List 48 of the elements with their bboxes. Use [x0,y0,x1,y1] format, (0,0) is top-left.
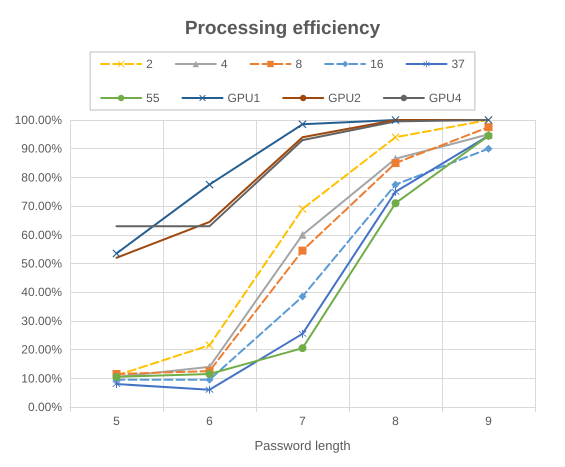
y-tick-label: 0.00% [28,400,62,414]
legend-label: 37 [452,57,466,71]
point [298,230,306,239]
y-tick-label: 70.00% [21,199,62,214]
x-axis-title: Password length [254,438,351,453]
point [206,386,214,394]
point [392,133,400,142]
point [206,341,214,350]
legend-label: 16 [370,57,384,71]
point [206,370,214,378]
y-tick-label: 60.00% [21,228,62,242]
y-tick-label: 40.00% [21,285,62,300]
point [392,199,400,208]
y-tick-label: 20.00% [21,342,62,357]
point [298,246,306,255]
point [112,380,120,388]
x-tick-label: 5 [113,414,120,428]
point [298,292,306,301]
point [298,204,306,213]
point [392,116,400,124]
point [392,159,400,168]
chart-title: Processing efficiency [184,18,381,39]
point [298,330,306,338]
point [112,249,120,258]
x-tick-label: 8 [392,414,400,428]
y-tick-label: 10.00% [21,371,62,386]
point [392,180,400,189]
point [206,180,214,189]
y-tick-label: 90.00% [21,142,62,156]
y-tick-label: 100.00% [14,113,62,127]
point [484,123,492,132]
x-tick-label: 9 [485,414,492,428]
point [392,188,400,196]
legend-label: GPU1 [227,91,260,105]
x-tick-label: 7 [299,414,306,428]
y-tick-label: 30.00% [21,314,62,328]
legend-label: 4 [220,57,228,71]
legend-label: 55 [146,91,160,105]
x-tick-label: 6 [206,414,214,428]
legend-label: GPU2 [328,91,362,105]
point [298,120,306,128]
y-tick-label: 50.00% [21,256,62,270]
legend-label: 8 [295,57,302,71]
legend-label: GPU4 [428,91,462,105]
point [298,344,306,352]
point [484,144,492,153]
legend-label: 2 [146,57,154,71]
y-tick-label: 80.00% [21,170,62,184]
